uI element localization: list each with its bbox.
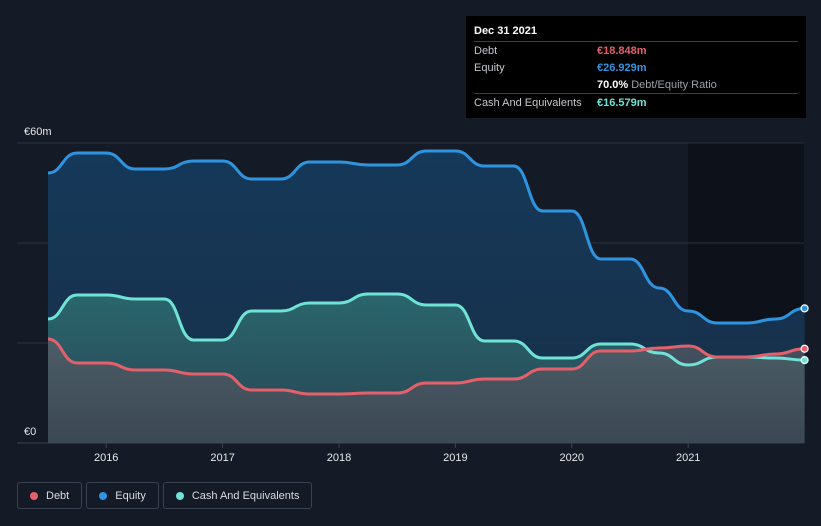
- legend-equity-label: Equity: [115, 489, 146, 502]
- legend-item-cash[interactable]: Cash And Equivalents: [162, 482, 313, 509]
- debt-line: [47, 337, 805, 396]
- debt-area: [48, 339, 805, 443]
- x-tick-label: 2016: [94, 452, 118, 464]
- x-tick-label: 2020: [560, 452, 584, 464]
- equity-endpoint: [800, 304, 809, 313]
- cash-dot-icon: [175, 491, 184, 500]
- tooltip-ratio-row: 70.0% Debt/Equity Ratio: [474, 76, 798, 93]
- legend-item-equity[interactable]: Equity: [86, 482, 159, 509]
- tooltip-date: Dec 31 2021: [474, 25, 537, 37]
- tooltip-cash-label: Cash And Equivalents: [474, 96, 582, 109]
- cash-endpoint: [800, 356, 809, 365]
- legend: Debt Equity Cash And Equivalents: [17, 482, 313, 509]
- legend-item-debt[interactable]: Debt: [17, 482, 83, 509]
- x-tick-label: 2017: [210, 452, 234, 464]
- debt-dot-icon: [30, 491, 38, 500]
- debt-endpoint: [800, 344, 809, 353]
- equity-line: [47, 149, 805, 325]
- tooltip-equity-label: Equity: [474, 61, 505, 74]
- x-tick-label: 2021: [676, 452, 700, 464]
- tooltip-ratio-label: Debt/Equity Ratio: [631, 78, 717, 91]
- tooltip-panel: Dec 31 2021 Debt €18.848m Equity €26.929…: [466, 16, 806, 118]
- tooltip-debt-row: Debt €18.848m: [474, 41, 798, 59]
- tooltip-cash-row: Cash And Equivalents €16.579m: [474, 93, 798, 111]
- y-tick-label-bottom: €0: [24, 426, 36, 438]
- tooltip-equity-value: €26.929m: [597, 61, 647, 74]
- y-tick-label-top: €60m: [24, 126, 52, 138]
- legend-debt-label: Debt: [46, 489, 70, 502]
- equity-dot-icon: [99, 491, 108, 500]
- tooltip-equity-row: Equity €26.929m: [474, 59, 798, 76]
- tooltip-ratio-value: 70.0%: [597, 78, 629, 91]
- legend-cash-label: Cash And Equivalents: [191, 489, 300, 502]
- tooltip-debt-value: €18.848m: [597, 44, 647, 57]
- x-tick-label: 2019: [443, 452, 467, 464]
- cash-line: [47, 292, 805, 367]
- tooltip-debt-label: Debt: [474, 44, 498, 57]
- tooltip-cash-value: €16.579m: [597, 96, 647, 109]
- x-tick-label: 2018: [327, 452, 351, 464]
